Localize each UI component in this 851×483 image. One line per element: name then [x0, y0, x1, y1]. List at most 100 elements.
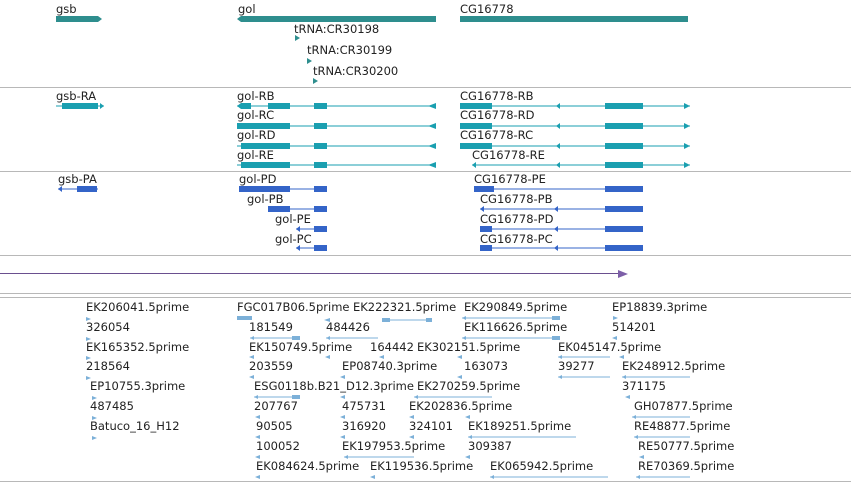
est-label[interactable]: EK165352.5prime — [86, 340, 190, 354]
est-label[interactable]: EK150749.5prime — [249, 340, 353, 354]
est-glyph[interactable] — [634, 435, 690, 439]
transcript-label[interactable]: gol-PB — [247, 192, 284, 206]
est-label[interactable]: EK119536.5prime — [370, 459, 474, 473]
est-glyph[interactable] — [409, 435, 414, 439]
est-label[interactable]: EK065942.5prime — [490, 459, 594, 473]
est-label[interactable]: RE48877.5prime — [634, 419, 731, 433]
est-label[interactable]: 163073 — [464, 359, 508, 373]
trna-cr30200-glyph[interactable] — [313, 78, 318, 84]
transcript-label[interactable]: gol-PE — [275, 212, 311, 226]
est-glyph[interactable] — [92, 416, 97, 420]
est-label[interactable]: EK197953.5prime — [342, 439, 446, 453]
est-label[interactable]: EP18839.3prime — [612, 300, 708, 314]
est-label[interactable]: 203559 — [249, 359, 293, 373]
est-label[interactable]: EP10755.3prime — [90, 379, 186, 393]
est-label[interactable]: RE70369.5prime — [638, 459, 735, 473]
est-glyph[interactable] — [249, 355, 254, 359]
est-glyph[interactable] — [612, 336, 617, 340]
est-label[interactable]: EK302151.5prime — [417, 340, 521, 354]
est-label[interactable]: EK270259.5prime — [417, 379, 521, 393]
cg16778-re-glyph[interactable] — [472, 162, 690, 168]
gol-rb-glyph[interactable] — [237, 103, 436, 109]
trna-cr30198-glyph[interactable] — [295, 35, 300, 41]
est-label[interactable]: GH07877.5prime — [634, 399, 733, 413]
est-label[interactable]: ESG0118b.B21_D12.3prime — [254, 379, 414, 393]
est-label[interactable]: 316920 — [342, 419, 386, 433]
est-glyph[interactable] — [340, 395, 345, 399]
est-label[interactable]: 218564 — [86, 359, 130, 373]
est-label[interactable]: EK116626.5prime — [464, 320, 568, 334]
cg16778-rd-glyph[interactable] — [460, 123, 690, 129]
est-label[interactable]: 487485 — [90, 399, 134, 413]
est-glyph[interactable] — [254, 395, 300, 399]
gol-pd-glyph[interactable] — [239, 186, 327, 192]
est-label[interactable]: EK189251.5prime — [468, 419, 572, 433]
est-label[interactable]: 100052 — [256, 439, 300, 453]
est-glyph[interactable] — [255, 475, 260, 479]
est-label[interactable]: EK290849.5prime — [464, 300, 568, 314]
gene-label[interactable]: gol — [238, 2, 256, 16]
est-glyph[interactable] — [86, 317, 91, 321]
est-glyph[interactable] — [255, 435, 260, 439]
est-label[interactable]: EK045147.5prime — [558, 340, 662, 354]
est-glyph[interactable] — [324, 318, 330, 322]
est-glyph[interactable] — [462, 316, 560, 320]
est-glyph[interactable] — [340, 375, 345, 379]
est-label[interactable]: 514201 — [612, 320, 656, 334]
cg16778-pb-glyph[interactable] — [480, 206, 643, 212]
transcript-label[interactable]: CG16778-RC — [460, 128, 534, 142]
gol-rd-glyph[interactable] — [237, 143, 436, 149]
est-glyph[interactable] — [619, 355, 624, 359]
est-glyph[interactable] — [625, 395, 630, 399]
est-label[interactable]: RE50777.5prime — [638, 439, 735, 453]
est-label[interactable]: 207767 — [254, 399, 298, 413]
est-label[interactable]: Batuco_16_H12 — [90, 419, 180, 433]
transcript-label[interactable]: CG16778-PC — [480, 232, 553, 246]
cg16778-pd-glyph[interactable] — [480, 226, 643, 232]
gene-label[interactable]: CG16778 — [460, 2, 514, 16]
est-glyph[interactable] — [250, 336, 300, 340]
est-glyph[interactable] — [622, 375, 690, 379]
transcript-label[interactable]: gsb-RA — [56, 89, 97, 103]
est-label[interactable]: 181549 — [249, 320, 293, 334]
est-glyph[interactable] — [468, 435, 576, 439]
trna-cr30199-glyph[interactable] — [307, 58, 312, 64]
est-glyph[interactable] — [462, 336, 560, 340]
transcript-label[interactable]: gsb-PA — [58, 172, 97, 186]
cg16778-rc-glyph[interactable] — [460, 143, 690, 149]
transcript-label[interactable]: gol-RC — [237, 108, 275, 122]
est-label[interactable]: 309387 — [468, 439, 512, 453]
gol-pe-glyph[interactable] — [296, 226, 327, 232]
est-glyph[interactable] — [326, 336, 378, 340]
transcript-label[interactable]: gol-RE — [237, 148, 274, 162]
cg16778-rb-glyph[interactable] — [460, 103, 690, 109]
est-label[interactable]: 484426 — [326, 320, 370, 334]
est-glyph[interactable] — [249, 375, 254, 379]
est-glyph[interactable] — [558, 375, 610, 379]
gene-label[interactable]: gsb — [56, 2, 77, 16]
gol-rc-glyph[interactable] — [237, 123, 436, 129]
est-glyph[interactable] — [465, 455, 470, 459]
est-label[interactable]: 90505 — [256, 419, 293, 433]
est-label[interactable]: 324101 — [409, 419, 453, 433]
transcript-label[interactable]: CG16778-PE — [474, 172, 546, 186]
est-glyph[interactable] — [325, 355, 330, 359]
est-glyph[interactable] — [340, 435, 345, 439]
gsb-ra-glyph[interactable] — [56, 103, 104, 109]
transcript-label[interactable]: CG16778-RE — [472, 148, 545, 162]
gol-pb-glyph[interactable] — [268, 206, 327, 212]
transcript-label[interactable]: CG16778-PB — [480, 192, 553, 206]
transcript-label[interactable]: CG16778-RB — [460, 89, 534, 103]
est-label[interactable]: 39277 — [558, 359, 595, 373]
est-glyph[interactable] — [86, 337, 91, 341]
est-label[interactable]: EK248912.5prime — [622, 359, 726, 373]
est-glyph[interactable] — [370, 475, 375, 479]
est-glyph[interactable] — [457, 355, 462, 359]
est-glyph[interactable] — [237, 316, 252, 320]
gol-re-glyph[interactable] — [237, 162, 436, 168]
est-glyph[interactable] — [379, 355, 384, 359]
est-glyph[interactable] — [632, 415, 690, 419]
trna-label[interactable]: tRNA:CR30198 — [294, 22, 380, 36]
est-label[interactable]: 371175 — [622, 379, 666, 393]
est-glyph[interactable] — [414, 395, 492, 399]
